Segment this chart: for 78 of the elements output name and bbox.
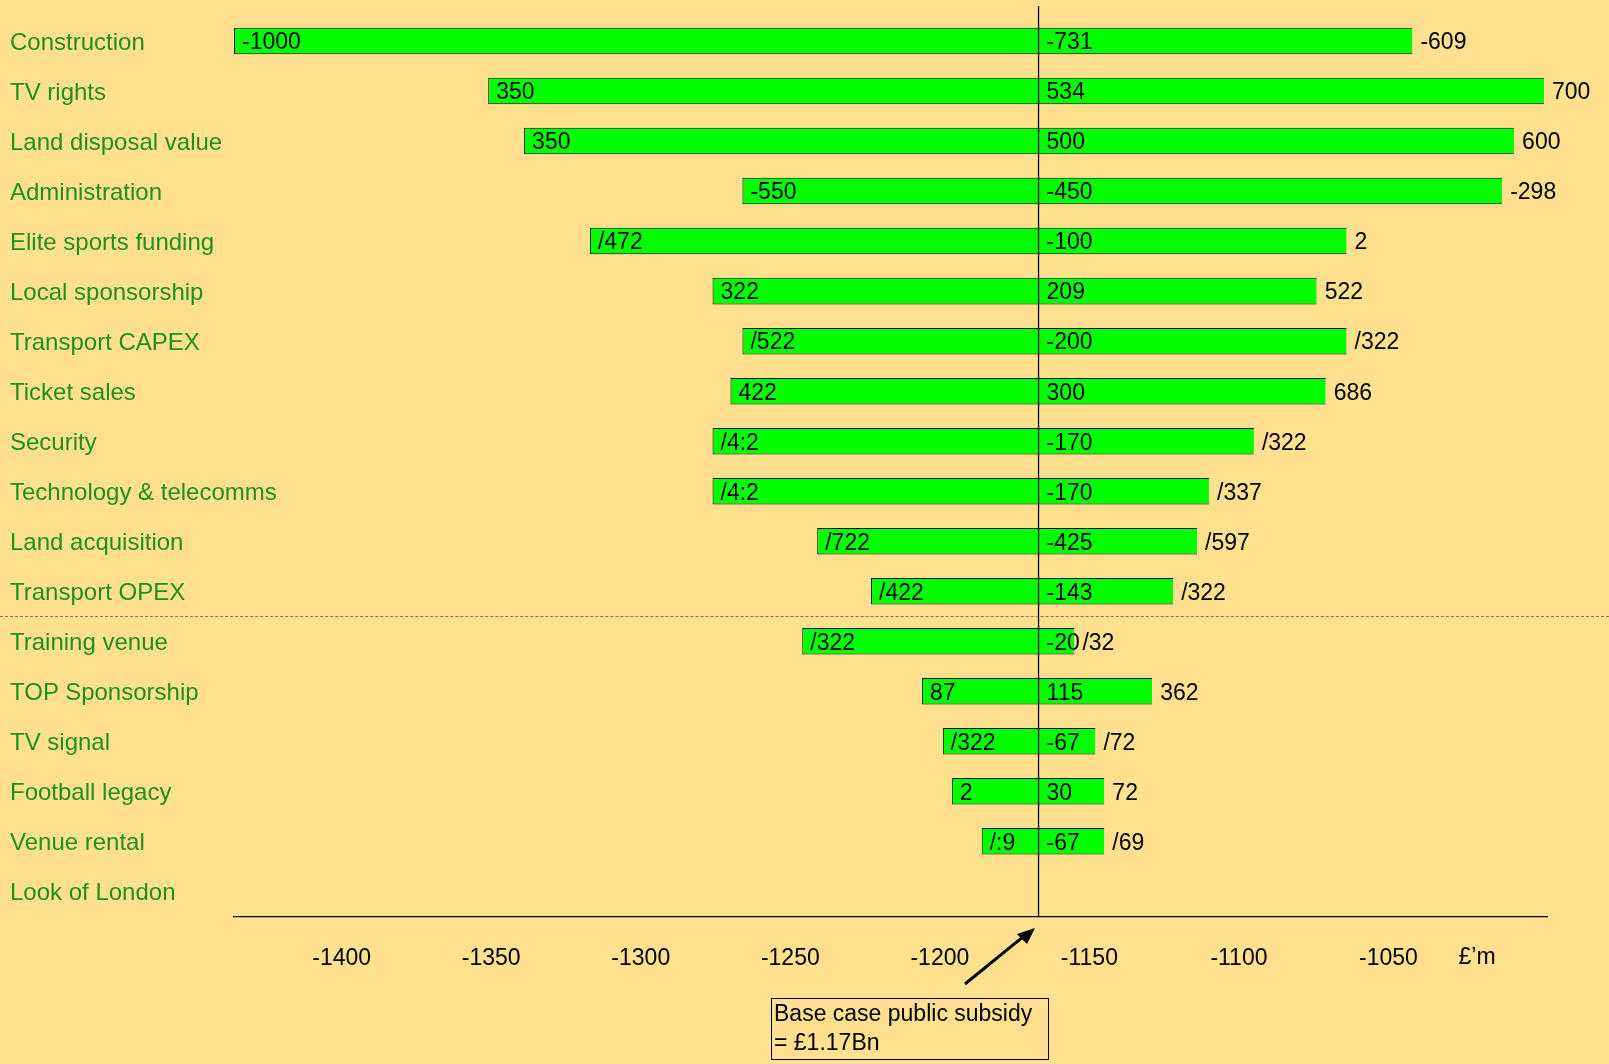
annotation: 87 (929, 678, 956, 705)
annotation: -143 (1046, 578, 1093, 605)
annotation: /69 (1112, 828, 1145, 855)
annotation: -550 (750, 178, 797, 205)
y-tick-label: Security (10, 427, 97, 455)
y-tick-label: Ticket sales (10, 377, 136, 405)
annotation: /472 (597, 228, 643, 255)
annotation: -731 (1046, 28, 1093, 55)
annotation: -200 (1046, 328, 1093, 355)
y-tick-label: Land acquisition (10, 527, 184, 555)
annotation: -1000 (242, 28, 301, 55)
annotation: /522 (750, 328, 796, 355)
annotation: /337 (1217, 478, 1262, 505)
annotation: 500 (1046, 128, 1085, 155)
y-tick-label: TV signal (10, 727, 111, 755)
annotation: -450 (1046, 178, 1093, 205)
annotation: 2 (959, 778, 973, 805)
annotation: -170 (1046, 478, 1093, 505)
annotation: 2 (1354, 228, 1368, 255)
annotation: 322 (720, 278, 759, 305)
annotation: /322 (1261, 428, 1307, 455)
annotation: 350 (496, 78, 535, 105)
y-tick-label: TV rights (10, 77, 107, 105)
y-tick-label: Technology & telecomms (10, 477, 277, 505)
y-tick-label: Transport OPEX (10, 577, 186, 605)
y-tick-label: Local sponsorship (10, 277, 204, 305)
annotation: /722 (825, 528, 870, 555)
y-tick-label: Training venue (10, 627, 168, 655)
x-tick-label: -1100 (1210, 943, 1268, 970)
x-tick-label: -1050 (1359, 943, 1418, 970)
annotation: /322 (1354, 328, 1400, 355)
annotation: /4:2 (720, 478, 759, 505)
x-tick-label: -1350 (461, 943, 521, 970)
x-tick-label: -1150 (1060, 943, 1118, 970)
y-tick-label: Construction (10, 27, 145, 55)
annotation: 350 (532, 128, 571, 155)
y-tick-label: Elite sports funding (10, 227, 215, 255)
annotation: 362 (1160, 678, 1199, 705)
annotation: -170 (1046, 428, 1093, 455)
y-tick-label: TOP Sponsorship (10, 677, 199, 705)
annotation: /4:2 (720, 428, 759, 455)
y-tick-label: Look of London (10, 878, 176, 906)
annotation: 300 (1046, 378, 1085, 405)
annotation: /322 (810, 628, 856, 655)
x-tick-label: -1300 (611, 943, 671, 970)
annotation: /597 (1205, 528, 1250, 555)
y-tick-label: Transport CAPEX (10, 327, 200, 355)
annotation: -425 (1046, 528, 1093, 555)
annotation: 534 (1046, 78, 1086, 105)
x-axis-title: £’m (1458, 943, 1496, 970)
annotation: 686 (1333, 378, 1373, 405)
annotation: 209 (1046, 278, 1085, 305)
callout-box: Base case public subsidy = £1.17Bn (771, 998, 1049, 1060)
annotation: 522 (1324, 278, 1364, 305)
y-tick-label: Land disposal value (10, 127, 223, 155)
annotation: /322 (1181, 578, 1226, 605)
annotation: 600 (1522, 128, 1561, 155)
y-tick-label: Football legacy (10, 777, 172, 805)
annotation: /32 (1082, 628, 1115, 655)
y-tick-label: Administration (10, 177, 163, 205)
annotation: -67 (1046, 728, 1080, 755)
annotation: 115 (1046, 678, 1084, 705)
annotation: /:9 (989, 828, 1016, 855)
annotation: /72 (1103, 728, 1136, 755)
x-tick-label: -1250 (760, 943, 820, 970)
annotation: -100 (1046, 228, 1093, 255)
x-tick-label: -1200 (910, 943, 970, 970)
annotation: 700 (1552, 78, 1591, 105)
annotation: 422 (738, 378, 777, 405)
annotation: -609 (1420, 28, 1467, 55)
annotation: 72 (1112, 778, 1138, 805)
annotation: /422 (879, 578, 924, 605)
annotation: 30 (1046, 778, 1073, 805)
annotation: -67 (1046, 828, 1080, 855)
annotation: -298 (1510, 178, 1557, 205)
x-tick-label: -1400 (312, 943, 372, 970)
y-tick-label: Venue rental (10, 827, 145, 855)
annotation: /322 (950, 728, 996, 755)
